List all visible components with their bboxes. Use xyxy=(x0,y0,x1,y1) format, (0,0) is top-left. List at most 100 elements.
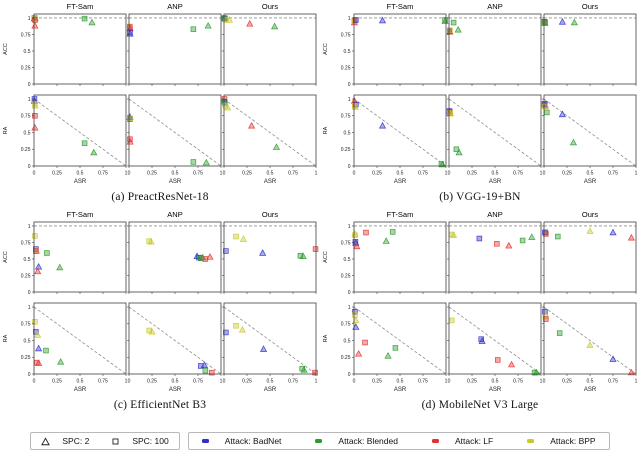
scatter-point-badnet-spc100 xyxy=(221,98,228,105)
scatter-point-badnet-spc100 xyxy=(352,239,359,245)
x-tick-label: 1 xyxy=(540,171,543,177)
scatter-point-blended-spc100 xyxy=(392,345,399,351)
x-axis-label: ASR xyxy=(169,179,182,185)
x-tick-label: 1 xyxy=(540,379,543,385)
scatter-point-badnet-spc2 xyxy=(558,110,566,118)
scatter-point-badnet-spc100 xyxy=(196,254,202,261)
scatter-point-bpp-spc100 xyxy=(32,233,38,239)
subfigure-grid: 0 0.25 0.5 0.75 1 FT-Sam ANP Ours ACC 0 0.25 0.5 0.7… xyxy=(0,0,640,411)
x-tick-label: 0.75 xyxy=(608,171,618,177)
caption-a: (a) PreactResNet-18 xyxy=(111,191,209,203)
scatter-point-blended-spc100 xyxy=(299,365,305,372)
y-axis-label: ACC xyxy=(323,251,329,263)
scatter-point-bpp-spc100 xyxy=(447,27,453,34)
legend-attacks-box: Attack: BadNet Attack: Blended Attack: L… xyxy=(187,432,610,450)
panel-axes xyxy=(543,94,637,167)
scatter-grid-svg: 0 0.25 0.5 0.75 1 FT-Sam ANP Ours ACC 0 0.25 0.5 0.7… xyxy=(323,210,638,393)
y-axis-label: ACC xyxy=(3,251,9,263)
panel-title: FT-Sam xyxy=(387,2,414,11)
scatter-point-lf-spc2 xyxy=(35,359,43,366)
y-tick-label: 0 xyxy=(28,82,31,88)
x-tick-label: 0 xyxy=(353,171,356,177)
y-tick-label: 1 xyxy=(28,97,31,103)
y-tick-label: 0 xyxy=(348,82,351,88)
y-axis-label: RA xyxy=(3,334,9,342)
y-tick-label: 0.25 xyxy=(341,147,351,153)
scatter-point-badnet-spc2 xyxy=(558,17,566,25)
scatter-point-lf-spc2 xyxy=(31,123,39,131)
x-tick-label: 0.5 xyxy=(587,171,594,177)
scatter-point-blended-spc100 xyxy=(556,330,563,336)
scatter-point-blended-spc100 xyxy=(81,15,88,22)
scatter-point-badnet-spc100 xyxy=(223,248,229,254)
x-tick-label: 0.75 xyxy=(288,379,298,385)
x-axis-label: ASR xyxy=(169,387,182,393)
x-tick-label: 0.25 xyxy=(52,379,62,385)
x-tick-label: 1 xyxy=(220,379,223,385)
panel-title: ANP xyxy=(167,210,182,219)
panel-title: FT-Sam xyxy=(67,2,94,11)
scatter-point-blended-spc2 xyxy=(569,138,578,146)
scatter-point-badnet-spc2 xyxy=(35,344,43,352)
scatter-point-blended-spc2 xyxy=(272,143,281,150)
y-tick-label: 0.5 xyxy=(344,130,351,136)
x-tick-label: 0.5 xyxy=(77,379,84,385)
scatter-point-lf-spc2 xyxy=(34,267,42,275)
scatter-point-bpp-spc100 xyxy=(127,115,133,122)
panel-axes xyxy=(543,302,637,375)
y-tick-label: 0.25 xyxy=(21,273,31,279)
x-tick-label: 0.75 xyxy=(193,171,203,177)
x-tick-label: 0.75 xyxy=(513,379,523,385)
scatter-point-bpp-spc2 xyxy=(239,235,247,242)
panel-axes xyxy=(543,13,637,85)
legend-spc-box: SPC: 2 SPC: 100 xyxy=(30,432,180,450)
scatter-point-lf-spc100 xyxy=(362,339,368,346)
figure-group-b: 0 0.25 0.5 0.75 1 FT-Sam ANP Ours ACC 0 0.25 0.5 0.7… xyxy=(320,0,640,208)
scatter-point-blended-spc100 xyxy=(81,140,88,146)
y-tick-label: 0.5 xyxy=(24,130,31,136)
scatter-point-blended-spc2 xyxy=(570,18,578,26)
x-tick-label: 0 xyxy=(353,379,356,385)
x-tick-label: 1 xyxy=(445,379,448,385)
legend-item-lf: Attack: LF xyxy=(431,436,494,446)
y-tick-label: 0 xyxy=(348,164,351,170)
y-tick-label: 0.5 xyxy=(344,338,351,344)
x-tick-label: 0.75 xyxy=(288,171,298,177)
y-tick-label: 0.75 xyxy=(21,114,31,120)
x-tick-label: 0 xyxy=(448,379,451,385)
panel-axes xyxy=(448,94,542,167)
legend-label-lf: Attack: LF xyxy=(454,436,494,446)
scatter-point-blended-spc2 xyxy=(532,368,540,376)
panel-axes xyxy=(128,94,222,167)
x-tick-label: 0.5 xyxy=(267,171,274,177)
x-tick-label: 0.25 xyxy=(467,379,477,385)
ref-line-diagonal xyxy=(128,98,222,167)
panel-axes xyxy=(448,302,542,375)
y-tick-label: 0.25 xyxy=(341,273,351,279)
y-tick-label: 0.75 xyxy=(21,32,31,38)
x-axis-label: ASR xyxy=(489,179,502,185)
legend-label-bpp: Attack: BPP xyxy=(550,436,596,446)
scatter-point-blended-spc100 xyxy=(190,26,197,32)
scatter-point-bpp-spc2 xyxy=(148,327,156,335)
scatter-grid-svg: 0 0.25 0.5 0.75 1 FT-Sam ANP Ours ACC 0 0.25 0.5 0.7… xyxy=(323,2,638,185)
x-tick-label: 0.5 xyxy=(492,171,499,177)
scatter-point-blended-spc100 xyxy=(190,159,197,165)
scatter-point-blended-spc2 xyxy=(454,25,462,33)
scatter-point-bpp-spc2 xyxy=(238,325,246,333)
scatter-point-bpp-spc100 xyxy=(32,100,38,107)
scatter-point-lf-spc2 xyxy=(507,360,516,368)
scatter-point-badnet-spc100 xyxy=(223,329,229,336)
x-tick-label: 0.25 xyxy=(372,379,382,385)
scatter-point-badnet-spc2 xyxy=(378,121,387,129)
figure-group-a: 0 0.25 0.5 0.75 1 FT-Sam ANP Ours ACC 0 0.25 0.5 0.7… xyxy=(0,0,320,208)
x-tick-label: 0.75 xyxy=(98,171,108,177)
scatter-point-blended-spc2 xyxy=(455,148,463,156)
bpp-swatch-icon xyxy=(527,438,535,444)
scatter-point-lf-spc100 xyxy=(209,369,215,376)
x-axis-label: ASR xyxy=(74,387,87,393)
x-tick-label: 1 xyxy=(125,379,128,385)
x-axis-label: ASR xyxy=(584,387,597,393)
panel-title: Ours xyxy=(582,210,599,219)
panel-title: ANP xyxy=(167,2,182,11)
